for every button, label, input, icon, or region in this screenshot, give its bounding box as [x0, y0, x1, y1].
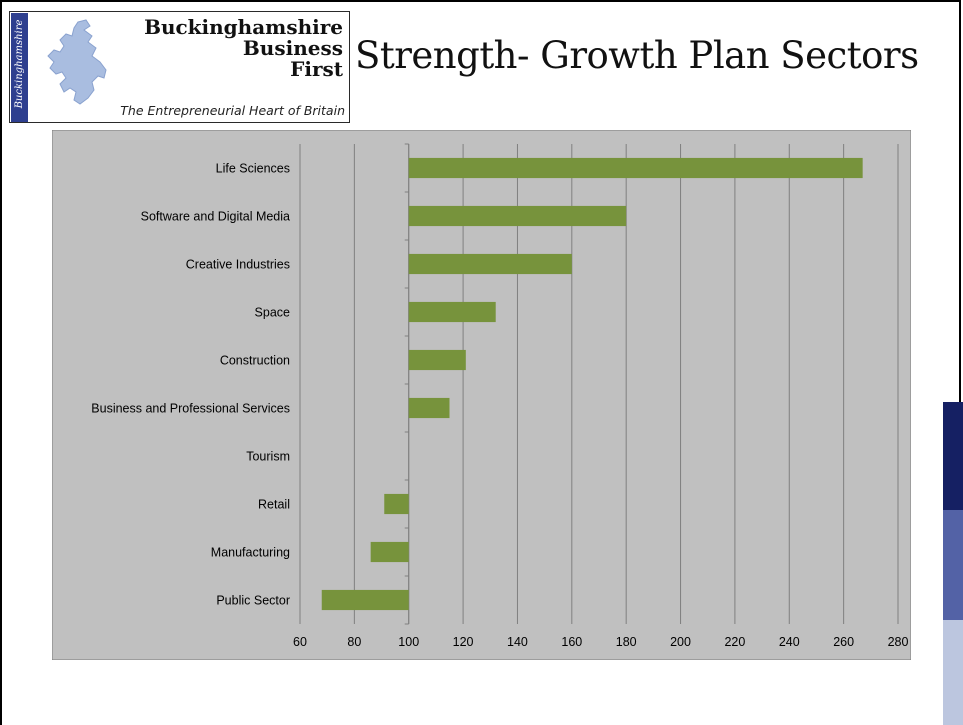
- x-tick-label: 120: [453, 635, 474, 649]
- x-tick-label: 160: [561, 635, 582, 649]
- bar: [370, 541, 409, 563]
- category-label: Retail: [258, 498, 290, 512]
- bar: [408, 205, 627, 227]
- category-label: Tourism: [246, 450, 290, 464]
- category-label: Business and Professional Services: [91, 402, 290, 416]
- x-tick-label: 100: [398, 635, 419, 649]
- county-map-icon: [47, 19, 107, 105]
- bar-chart: 60 80 100 120 140 160 180 200 220 240 260 280 Life S…: [52, 130, 911, 660]
- accent-bar-mid: [943, 510, 963, 620]
- category-label: Life Sciences: [216, 162, 290, 176]
- x-tick-label: 60: [293, 635, 307, 649]
- x-tick-label: 280: [888, 635, 909, 649]
- bar: [408, 157, 863, 179]
- bar: [321, 589, 409, 611]
- logo-name-line: Buckinghamshire: [144, 15, 343, 39]
- logo-vertical-text: Buckinghamshire: [14, 19, 25, 109]
- accent-bar-light: [943, 620, 963, 725]
- logo-name-line: First: [290, 57, 343, 81]
- bar: [408, 349, 466, 371]
- category-label: Construction: [220, 354, 290, 368]
- x-tick-label: 180: [616, 635, 637, 649]
- x-tick-label: 80: [347, 635, 361, 649]
- logo: Buckinghamshire Buckinghamshire Business…: [9, 11, 350, 123]
- x-tick-label: 240: [779, 635, 800, 649]
- bar: [384, 493, 409, 515]
- logo-name: Buckinghamshire Business First: [144, 17, 343, 80]
- bar: [408, 301, 496, 323]
- category-label: Space: [255, 306, 290, 320]
- logo-tagline: The Entrepreneurial Heart of Britain: [120, 103, 345, 118]
- category-label: Creative Industries: [186, 258, 290, 272]
- category-label: Public Sector: [216, 594, 290, 608]
- logo-vertical-strip: Buckinghamshire: [11, 13, 28, 122]
- bar: [408, 253, 572, 275]
- category-label: Software and Digital Media: [141, 210, 290, 224]
- logo-name-line: Business: [242, 36, 343, 60]
- category-label: Manufacturing: [211, 546, 290, 560]
- x-tick-label: 140: [507, 635, 528, 649]
- x-tick-label: 220: [724, 635, 745, 649]
- x-tick-label: 260: [833, 635, 854, 649]
- bar: [408, 397, 450, 419]
- chart: 60 80 100 120 140 160 180 200 220 240 260 280 Life S…: [52, 130, 911, 660]
- page-title: Strength- Growth Plan Sectors: [355, 34, 919, 77]
- accent-bar-dark: [943, 402, 963, 510]
- x-tick-label: 200: [670, 635, 691, 649]
